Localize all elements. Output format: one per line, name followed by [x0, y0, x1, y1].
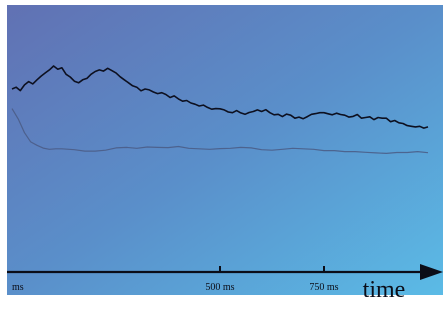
x-axis-arrowhead [420, 264, 443, 280]
x-tick-label: ms [12, 282, 24, 293]
x-axis: ms 500 ms 750 ms time [7, 264, 443, 303]
series-line-1 [11, 65, 429, 129]
series-layer [11, 65, 429, 154]
x-tick-label: 500 ms [205, 282, 234, 293]
x-axis-label: time [363, 277, 406, 303]
series-line-2 [11, 108, 429, 154]
x-tick-label: 750 ms [309, 282, 338, 293]
